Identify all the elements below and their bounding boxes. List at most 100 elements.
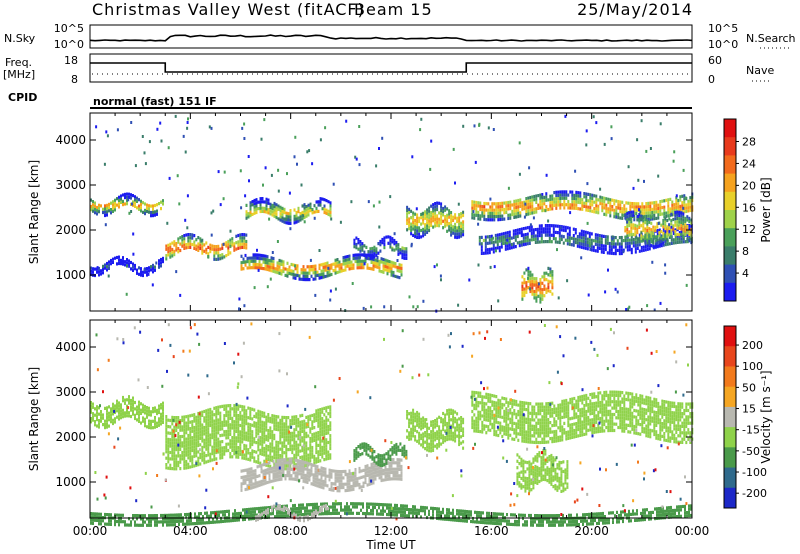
velocity-cell <box>233 410 236 414</box>
velocity-cell <box>229 452 232 456</box>
velocity-cell <box>128 401 130 405</box>
power-cell <box>124 196 126 200</box>
power-cell <box>491 208 494 212</box>
velocity-cell <box>197 418 200 422</box>
velocity-cell <box>314 467 317 471</box>
power-cell <box>392 264 395 268</box>
velocity-cell <box>259 416 262 420</box>
velocity-cell <box>291 438 294 442</box>
velocity-cell <box>260 467 263 471</box>
power-noise-point <box>389 195 392 199</box>
power-cell <box>619 206 622 210</box>
power-noise-point <box>640 119 643 123</box>
velocity-cell <box>388 474 391 478</box>
velocity-cell <box>306 461 309 465</box>
velocity-cell <box>138 403 140 407</box>
velocity-cell <box>285 448 288 452</box>
power-cell <box>541 281 544 285</box>
power-noise-point <box>682 206 685 210</box>
velocity-cell <box>240 482 243 486</box>
power-noise-point <box>128 264 131 268</box>
velocity-cell <box>207 450 210 454</box>
velocity-cell <box>219 434 222 438</box>
power-cell <box>426 230 429 234</box>
velocity-cell <box>511 411 514 415</box>
power-cell <box>304 278 307 282</box>
velocity-cell <box>303 435 306 439</box>
power-cell <box>582 230 585 234</box>
power-noise-point <box>473 124 476 128</box>
power-cell <box>551 200 554 204</box>
velocity-cell <box>233 448 236 453</box>
power-noise-point <box>243 304 246 308</box>
power-cell <box>519 211 522 215</box>
velocity-cell <box>258 483 261 487</box>
power-cell <box>682 215 685 219</box>
power-cell <box>648 236 651 240</box>
power-cell <box>326 271 329 275</box>
velocity-cell <box>199 414 202 418</box>
power-cell <box>434 205 437 209</box>
power-cell <box>505 204 508 208</box>
velocity-cell <box>96 411 98 415</box>
velocity-cell <box>284 458 287 462</box>
power-cell <box>652 241 655 245</box>
velocity-cell <box>205 441 208 445</box>
velocity-cell <box>340 470 343 474</box>
power-cell <box>513 199 516 203</box>
power-cell <box>554 224 557 228</box>
velocity-cell <box>199 456 202 460</box>
power-cell <box>350 260 353 264</box>
velocity-cell <box>213 413 216 417</box>
velocity-cell <box>205 409 208 413</box>
velocity-cell <box>179 454 182 458</box>
power-cell <box>255 201 258 205</box>
velocity-cell <box>179 435 182 439</box>
power-cell <box>363 250 366 254</box>
velocity-cell <box>452 431 455 435</box>
velocity-cell <box>273 417 276 421</box>
velocity-cell <box>386 461 389 465</box>
power-cell <box>398 269 401 273</box>
velocity-cell <box>442 411 445 416</box>
power-cell <box>637 202 640 206</box>
power-cell <box>642 225 645 229</box>
velocity-cell <box>102 423 104 427</box>
velocity-cell <box>392 470 395 474</box>
power-cell <box>526 235 529 239</box>
power-cell <box>683 203 686 207</box>
power-cell <box>403 256 406 260</box>
power-cell <box>432 225 435 229</box>
power-cell <box>416 226 419 230</box>
power-cell <box>322 265 325 270</box>
velocity-cell <box>148 419 150 423</box>
power-cell <box>300 268 303 272</box>
velocity-heatmap <box>90 322 694 527</box>
velocity-cell <box>307 415 310 419</box>
velocity-cell <box>288 458 291 462</box>
power-cell <box>460 215 463 219</box>
velocity-cell <box>448 431 451 435</box>
power-cell <box>487 208 490 212</box>
power-cell <box>555 197 558 201</box>
velocity-cell <box>237 436 240 440</box>
power-cell <box>255 198 258 202</box>
power-cell <box>507 216 510 221</box>
velocity-cell <box>279 434 282 438</box>
power-cell <box>582 246 585 250</box>
velocity-cell <box>398 464 401 468</box>
power-noise-point <box>107 274 110 278</box>
power-cell <box>590 241 593 246</box>
power-noise-point <box>104 223 107 227</box>
velocity-cell <box>269 436 272 440</box>
velocity-cell <box>325 457 328 461</box>
velocity-cell <box>269 445 272 449</box>
power-cell <box>589 202 592 206</box>
power-cell <box>317 203 320 207</box>
velocity-cell <box>239 423 242 428</box>
power-cell <box>630 238 633 242</box>
power-cell <box>593 210 596 214</box>
velocity-cell <box>257 454 260 458</box>
power-cell <box>529 270 532 274</box>
power-cell <box>686 231 689 235</box>
